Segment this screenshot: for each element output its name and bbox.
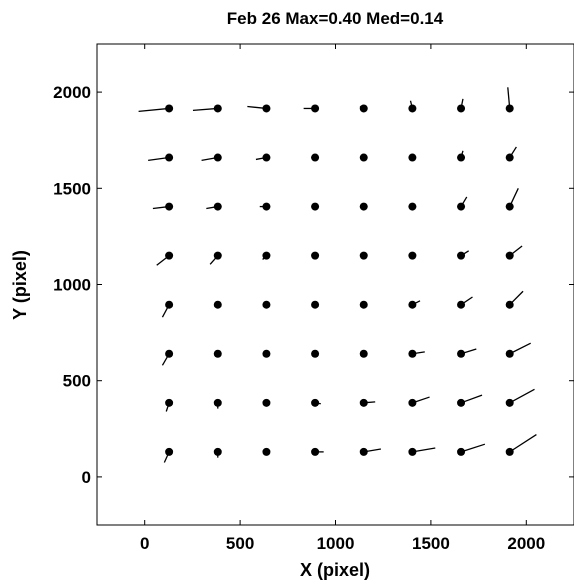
data-point (408, 153, 417, 162)
data-point (262, 349, 271, 358)
data-point (457, 349, 466, 358)
data-point (359, 202, 368, 211)
data-point (262, 398, 271, 407)
vector-line (509, 434, 537, 453)
data-point (262, 153, 271, 162)
data-point (311, 349, 320, 358)
data-point (505, 447, 514, 456)
data-point (457, 153, 466, 162)
data-point (165, 398, 174, 407)
data-point (213, 447, 222, 456)
data-point (213, 251, 222, 260)
data-point (408, 202, 417, 211)
data-point (457, 398, 466, 407)
data-point (408, 251, 417, 260)
y-axis-ticks: 0 500 1000 1500 2000 (53, 83, 574, 487)
data-point (505, 349, 514, 358)
data-point (213, 202, 222, 211)
data-point (408, 398, 417, 407)
data-point (262, 251, 271, 260)
data-point (505, 251, 514, 260)
data-point (165, 349, 174, 358)
data-point (311, 300, 320, 309)
data-point (311, 202, 320, 211)
data-point (311, 104, 320, 113)
data-point (262, 104, 271, 113)
x-axis-ticks: 0 500 1000 1500 2000 (140, 44, 545, 553)
data-point (505, 398, 514, 407)
vector-line (509, 388, 535, 404)
y-tick-label: 500 (63, 372, 91, 391)
data-point (311, 398, 320, 407)
data-point (408, 349, 417, 358)
data-point (505, 104, 514, 113)
y-tick-label: 0 (82, 468, 91, 487)
data-point (359, 398, 368, 407)
data-point (165, 300, 174, 309)
data-point (165, 447, 174, 456)
data-point (213, 153, 222, 162)
vector-field (138, 87, 537, 463)
data-point (408, 104, 417, 113)
data-point (213, 349, 222, 358)
data-point (213, 398, 222, 407)
y-tick-label: 1500 (53, 179, 91, 198)
data-point (505, 153, 514, 162)
data-point (165, 202, 174, 211)
x-axis-label: X (pixel) (300, 560, 370, 580)
data-point (165, 104, 174, 113)
data-point (359, 153, 368, 162)
vector-line (192, 107, 218, 112)
data-point (359, 104, 368, 113)
data-point (457, 202, 466, 211)
vector-line (460, 443, 486, 453)
data-point (165, 251, 174, 260)
y-axis-label: Y (pixel) (10, 250, 30, 320)
chart-title: Feb 26 Max=0.40 Med=0.14 (227, 9, 444, 28)
x-tick-label: 0 (140, 534, 149, 553)
y-tick-label: 1000 (53, 276, 91, 295)
data-point (457, 104, 466, 113)
data-point (408, 447, 417, 456)
y-tick-label: 2000 (53, 83, 91, 102)
data-point (311, 447, 320, 456)
data-point (262, 447, 271, 456)
data-point (311, 153, 320, 162)
data-point (213, 300, 222, 309)
x-tick-label: 1500 (412, 534, 450, 553)
data-point (457, 300, 466, 309)
data-point (359, 251, 368, 260)
vector-line (138, 107, 170, 112)
data-point (408, 300, 417, 309)
data-point (359, 300, 368, 309)
data-point (262, 300, 271, 309)
x-tick-label: 500 (226, 534, 254, 553)
x-tick-label: 1000 (317, 534, 355, 553)
data-point (165, 153, 174, 162)
data-point (359, 447, 368, 456)
data-point (457, 447, 466, 456)
x-tick-label: 2000 (507, 534, 545, 553)
data-point (213, 104, 222, 113)
data-point (311, 251, 320, 260)
data-point (505, 300, 514, 309)
data-point (262, 202, 271, 211)
data-point (457, 251, 466, 260)
data-point (359, 349, 368, 358)
data-point (505, 202, 514, 211)
